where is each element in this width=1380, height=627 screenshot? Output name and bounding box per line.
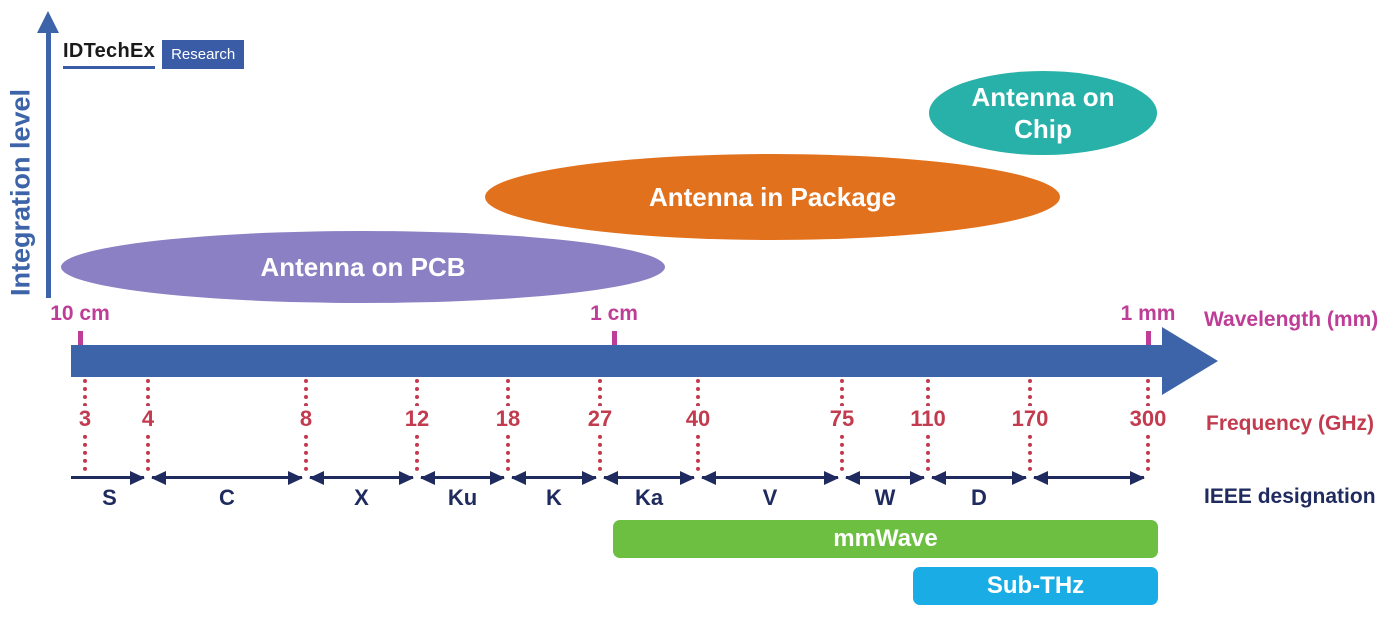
left-arrowhead-icon [701,471,716,485]
y-axis-line [46,30,51,298]
range-bar-mmwave: mmWave [613,520,1158,558]
ieee-band-line [512,476,596,479]
right-arrowhead-icon [582,471,597,485]
right-arrowhead-icon [824,471,839,485]
wavelength-tick [612,331,617,345]
wavelength-tick-label: 1 mm [1120,302,1176,325]
frequency-tick-label: 300 [1120,406,1176,432]
frequency-tick-label: 40 [670,406,726,432]
ieee-band-label: C [219,485,235,510]
ieee-band-line [152,476,302,479]
frequency-tick-label: 75 [814,406,870,432]
right-arrowhead-icon [130,471,145,485]
right-arrowhead-icon [490,471,505,485]
ieee-band-line [71,476,144,479]
wavelength-tick-label: 1 cm [590,302,638,325]
left-arrowhead-icon [1033,471,1048,485]
ellipse-aip: Antenna in Package [485,154,1060,240]
ieee-band-segment [151,471,303,485]
right-arrowhead-icon [1130,471,1145,485]
range-bar-label: Sub-THz [986,572,1085,599]
ieee-band-label: Ku [447,485,478,510]
left-arrowhead-icon [151,471,166,485]
frequency-axis-label: Frequency (GHz) [1206,412,1375,435]
right-arrowhead-icon [680,471,695,485]
ieee-band-segment [603,471,695,485]
ieee-band-line [310,476,413,479]
left-arrowhead-icon [309,471,324,485]
frequency-tick-label: 8 [278,406,334,432]
ieee-band-line [421,476,504,479]
ieee-band-segment [420,471,505,485]
ellipse-aoc: Antenna on Chip [929,71,1157,155]
y-axis-label: Integration level [5,88,36,297]
ieee-axis-label: IEEE designation [1204,485,1376,508]
left-arrowhead-icon [845,471,860,485]
ieee-band-segment [309,471,414,485]
ellipse-label: Antenna on PCB [260,251,466,282]
ieee-band-segment [511,471,597,485]
ieee-band-segment [71,471,145,485]
ieee-band-segment [931,471,1027,485]
ieee-band-segment [701,471,839,485]
right-arrowhead-icon [1162,327,1218,395]
ellipse-label: Antenna in Package [648,181,897,212]
ellipse-pcb: Antenna on PCB [61,231,665,303]
ellipse-label: Antenna on Chip [971,81,1115,145]
range-bar-subthz: Sub-THz [913,567,1158,605]
frequency-tick-label: 27 [572,406,628,432]
right-arrowhead-icon [1012,471,1027,485]
ieee-band-label: X [354,485,369,510]
right-arrowhead-icon [910,471,925,485]
wavelength-tick [1146,331,1151,345]
frequency-axis-arrow-bar [71,345,1162,377]
ieee-band-line [932,476,1026,479]
wavelength-tick [78,331,83,345]
ieee-band-line [604,476,694,479]
range-bar-label: mmWave [833,525,938,552]
ieee-band-label: K [546,485,562,510]
idtechex-logo: IDTechEx Research [63,40,245,69]
ieee-band-label: D [971,485,987,510]
ieee-band-label: W [874,485,896,510]
ieee-band-label: S [102,485,117,510]
left-arrowhead-icon [603,471,618,485]
left-arrowhead-icon [931,471,946,485]
ieee-band-label: Ka [634,485,664,510]
ieee-band-label: V [762,485,778,510]
frequency-tick-label: 3 [57,406,113,432]
up-arrowhead-icon [37,11,59,33]
right-arrowhead-icon [399,471,414,485]
frequency-tick-label: 110 [900,406,956,432]
frequency-tick-label: 4 [120,406,176,432]
logo-research-badge: Research [162,40,245,69]
left-arrowhead-icon [420,471,435,485]
wavelength-tick-label: 10 cm [50,302,110,325]
ieee-band-segment [845,471,925,485]
frequency-tick-label: 12 [389,406,445,432]
right-arrowhead-icon [288,471,303,485]
ieee-band-segment [1033,471,1145,485]
logo-brand-text: IDTechEx [63,40,156,69]
left-arrowhead-icon [511,471,526,485]
ieee-band-line [702,476,838,479]
ieee-band-line [1034,476,1144,479]
frequency-tick-label: 170 [1002,406,1058,432]
frequency-tick-label: 18 [480,406,536,432]
ieee-band-line [846,476,924,479]
wavelength-axis-label: Wavelength (mm) [1204,308,1379,331]
